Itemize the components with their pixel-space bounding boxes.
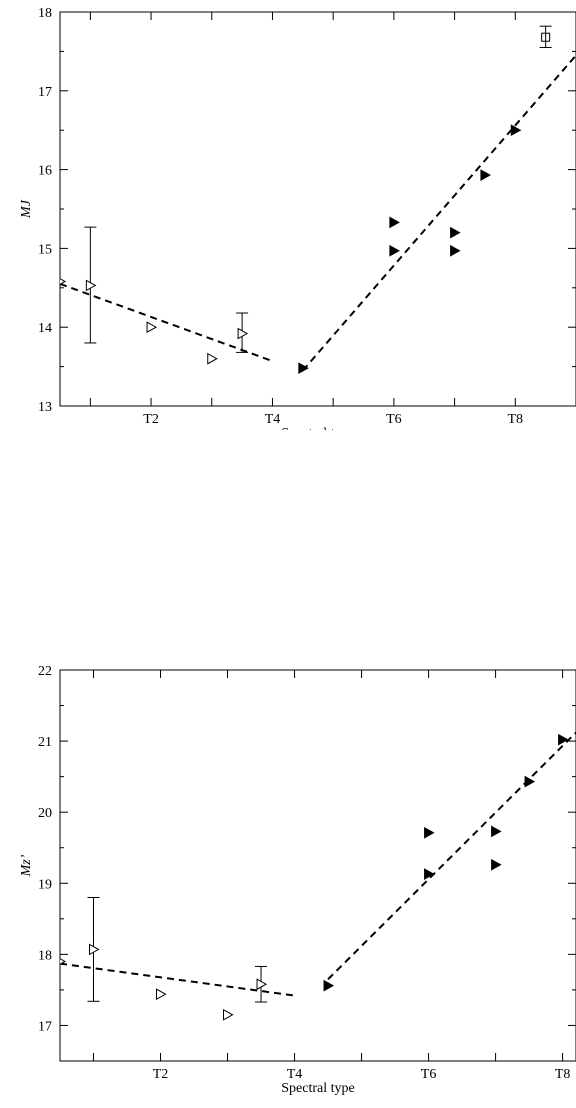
data-point bbox=[389, 216, 400, 229]
x-tick-label: T8 bbox=[508, 412, 524, 427]
data-point bbox=[524, 775, 536, 788]
data-point bbox=[450, 226, 461, 239]
y-tick-label: 16 bbox=[38, 164, 52, 179]
y-tick-label: 22 bbox=[38, 664, 52, 679]
data-point bbox=[558, 733, 569, 746]
data-point bbox=[389, 244, 400, 257]
fit-line bbox=[302, 54, 576, 372]
data-point bbox=[146, 321, 158, 334]
y-tick-label: 13 bbox=[38, 400, 52, 415]
x-tick-label: T4 bbox=[287, 1067, 303, 1082]
y-axis-title: MJ bbox=[19, 199, 34, 219]
data-point bbox=[237, 327, 249, 340]
data-point bbox=[89, 943, 100, 956]
data-point bbox=[256, 978, 268, 991]
x-tick-label: T2 bbox=[143, 412, 159, 427]
data-point bbox=[85, 279, 97, 292]
data-point bbox=[223, 1008, 234, 1021]
data-point bbox=[424, 868, 435, 880]
y-tick-label: 18 bbox=[38, 6, 52, 21]
fit-line bbox=[60, 282, 273, 363]
plot-area bbox=[60, 25, 576, 375]
data-point bbox=[541, 32, 551, 42]
data-point bbox=[480, 169, 491, 181]
y-tick-label: 19 bbox=[38, 877, 52, 892]
data-point bbox=[207, 352, 218, 365]
data-point bbox=[491, 825, 502, 838]
y-tick-label: 15 bbox=[38, 242, 52, 257]
data-point bbox=[510, 124, 522, 137]
data-point bbox=[450, 244, 461, 257]
x-tick-label: T6 bbox=[386, 412, 402, 427]
x-tick-label: T2 bbox=[153, 1067, 169, 1082]
data-point bbox=[60, 278, 67, 285]
data-point bbox=[298, 362, 309, 375]
data-point bbox=[424, 826, 435, 839]
fit-line bbox=[327, 731, 576, 980]
x-axis-title: Spectral type bbox=[281, 1081, 354, 1096]
y-tick-label: 17 bbox=[38, 85, 52, 100]
y-tick-label: 14 bbox=[38, 321, 52, 336]
data-point bbox=[156, 988, 167, 1001]
y-tick-label: 17 bbox=[38, 1019, 52, 1034]
plot-frame bbox=[59, 11, 576, 407]
chart-mj: T2 T4 T6 T8 13 14 15 16 17 18 Spectral type MJ bbox=[19, 6, 576, 430]
x-tick-label: T8 bbox=[555, 1067, 571, 1082]
x-tick-label: T6 bbox=[421, 1067, 437, 1082]
y-axis-title: Mz’ bbox=[19, 854, 34, 877]
plot-area bbox=[60, 731, 576, 1021]
data-point bbox=[60, 958, 67, 965]
chart-mz: T2 T4 T6 T8 17 18 19 20 21 22 Spectral type Mz’ bbox=[19, 664, 576, 1096]
plot-frame bbox=[59, 669, 576, 1062]
data-point bbox=[323, 979, 335, 992]
y-tick-label: 18 bbox=[38, 948, 52, 963]
x-tick-label: T4 bbox=[265, 412, 281, 427]
data-point bbox=[491, 858, 502, 871]
y-tick-label: 20 bbox=[38, 806, 52, 821]
fit-line bbox=[60, 962, 295, 997]
y-tick-label: 21 bbox=[38, 735, 52, 750]
x-axis-title: Spectral type bbox=[281, 426, 354, 430]
